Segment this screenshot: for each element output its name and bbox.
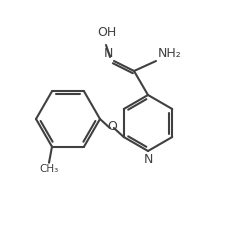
Text: N: N [143,153,153,166]
Text: O: O [107,121,117,134]
Text: N: N [104,47,113,60]
Text: OH: OH [97,26,117,39]
Text: CH₃: CH₃ [39,164,59,174]
Text: NH₂: NH₂ [158,47,182,60]
